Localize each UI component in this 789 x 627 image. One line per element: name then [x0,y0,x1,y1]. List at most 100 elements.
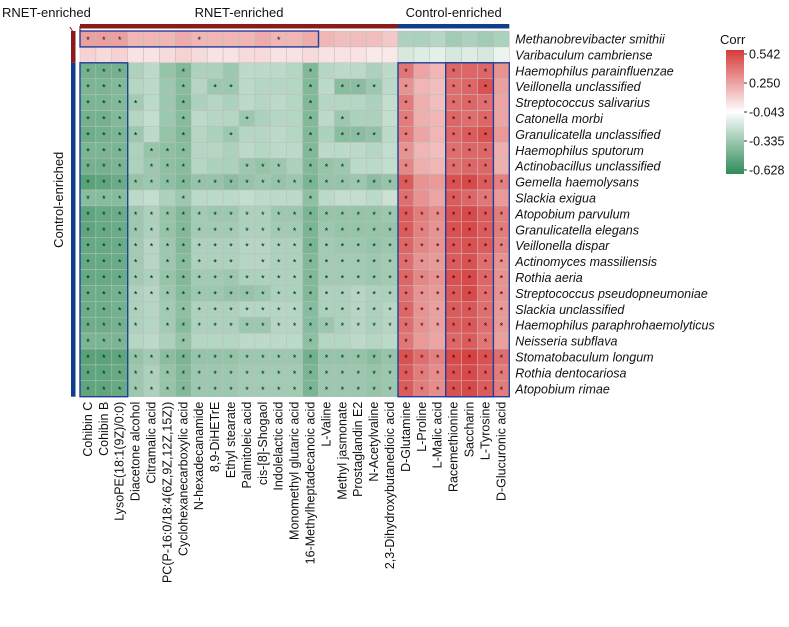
column-labels: Cohibin C Cohibin B LysoPE(18:1(9Z)/0:0) Di… [81,402,508,583]
cell-7-22 [429,142,446,159]
significance-star: * [388,369,392,379]
row-label: Varibaculum cambriense [515,48,652,62]
significance-star: * [102,146,106,156]
significance-star: * [404,226,408,236]
significance-star: * [372,385,376,395]
significance-star: * [484,258,488,268]
column-label: Diacetone alcohol [129,402,143,501]
significance-star: * [197,210,201,220]
significance-star: * [182,99,186,109]
significance-star: * [500,321,504,331]
column-label: Racemethionine [447,402,461,492]
significance-star: * [213,305,217,315]
significance-star: * [452,210,456,220]
significance-star: * [182,337,186,347]
significance-star: * [229,321,233,331]
significance-star: * [118,369,122,379]
significance-star: * [102,210,106,220]
cell-0-4 [143,30,160,48]
significance-star: * [420,305,424,315]
significance-star: * [277,305,281,315]
significance-star: * [150,210,154,220]
cell-6-5 [159,126,176,143]
cluster-boxes [79,30,511,398]
cell-3-13 [286,78,303,95]
significance-star: * [118,99,122,109]
significance-star: * [468,337,472,347]
cell-10-18 [365,189,383,207]
significance-star: * [293,385,297,395]
cell-19-26 [493,332,510,350]
significance-star: * [245,226,249,236]
significance-star: * [309,305,313,315]
cell-1-6 [175,46,192,64]
cell-0-5 [159,30,176,48]
column-label: Cohibin B [97,402,111,456]
significance-star: * [356,226,360,236]
column-label: Cyclohexanecarboxylic acid [176,402,190,556]
cell-1-16 [334,46,351,64]
significance-star: * [372,258,376,268]
cell-4-15 [318,94,335,111]
cell-1-13 [286,46,303,64]
significance-star: * [309,114,313,124]
cell-8-17 [350,157,367,175]
significance-star: * [213,353,217,363]
significance-star: * [229,130,233,140]
significance-star: * [309,146,313,156]
significance-star: * [341,321,345,331]
left-group-bars: RNET-enriched Control-enriched [2,5,91,397]
cell-19-13 [286,332,303,350]
cell-1-8 [206,46,224,64]
significance-star: * [309,99,313,109]
significance-star: * [197,369,201,379]
significance-star: * [277,258,281,268]
significance-star: * [468,83,472,93]
significance-star: * [150,178,154,188]
significance-star: * [213,258,217,268]
cell-2-26 [493,62,510,79]
significance-star: * [404,242,408,252]
significance-star: * [102,83,106,93]
significance-star: * [182,114,186,124]
cell-2-5 [159,62,176,79]
cell-6-4 [143,126,160,143]
significance-star: * [325,226,329,236]
column-label: Ethyl stearate [224,402,238,478]
significance-star: * [309,242,313,252]
significance-star: * [500,258,504,268]
cell-8-21 [413,157,431,175]
significance-star: * [102,353,106,363]
significance-star: * [277,162,281,172]
significance-star: * [420,226,424,236]
significance-star: * [102,178,106,188]
significance-star: * [182,146,186,156]
significance-star: * [213,385,217,395]
cell-6-22 [429,126,446,143]
cell-7-7 [191,142,208,159]
row-label: Gemella haemolysans [515,176,639,190]
significance-star: * [356,178,360,188]
significance-star: * [166,258,170,268]
significance-star: * [182,369,186,379]
significance-star: * [118,67,122,77]
row-label: Granulicatella elegans [515,223,639,237]
cell-8-8 [206,157,224,175]
cell-19-15 [318,332,335,350]
cell-0-24 [461,30,478,48]
significance-star: * [86,67,90,77]
cell-10-17 [350,189,367,207]
significance-star: * [134,130,138,140]
significance-star: * [86,83,90,93]
significance-star: * [150,369,154,379]
significance-star: * [452,194,456,204]
significance-star: * [420,321,424,331]
cell-0-8 [206,30,224,48]
cell-4-17 [350,94,367,111]
significance-star: * [341,226,345,236]
significance-star: * [150,385,154,395]
significance-star: * [452,178,456,188]
significance-star: * [213,242,217,252]
significance-star: * [182,242,186,252]
cell-10-4 [143,189,160,207]
